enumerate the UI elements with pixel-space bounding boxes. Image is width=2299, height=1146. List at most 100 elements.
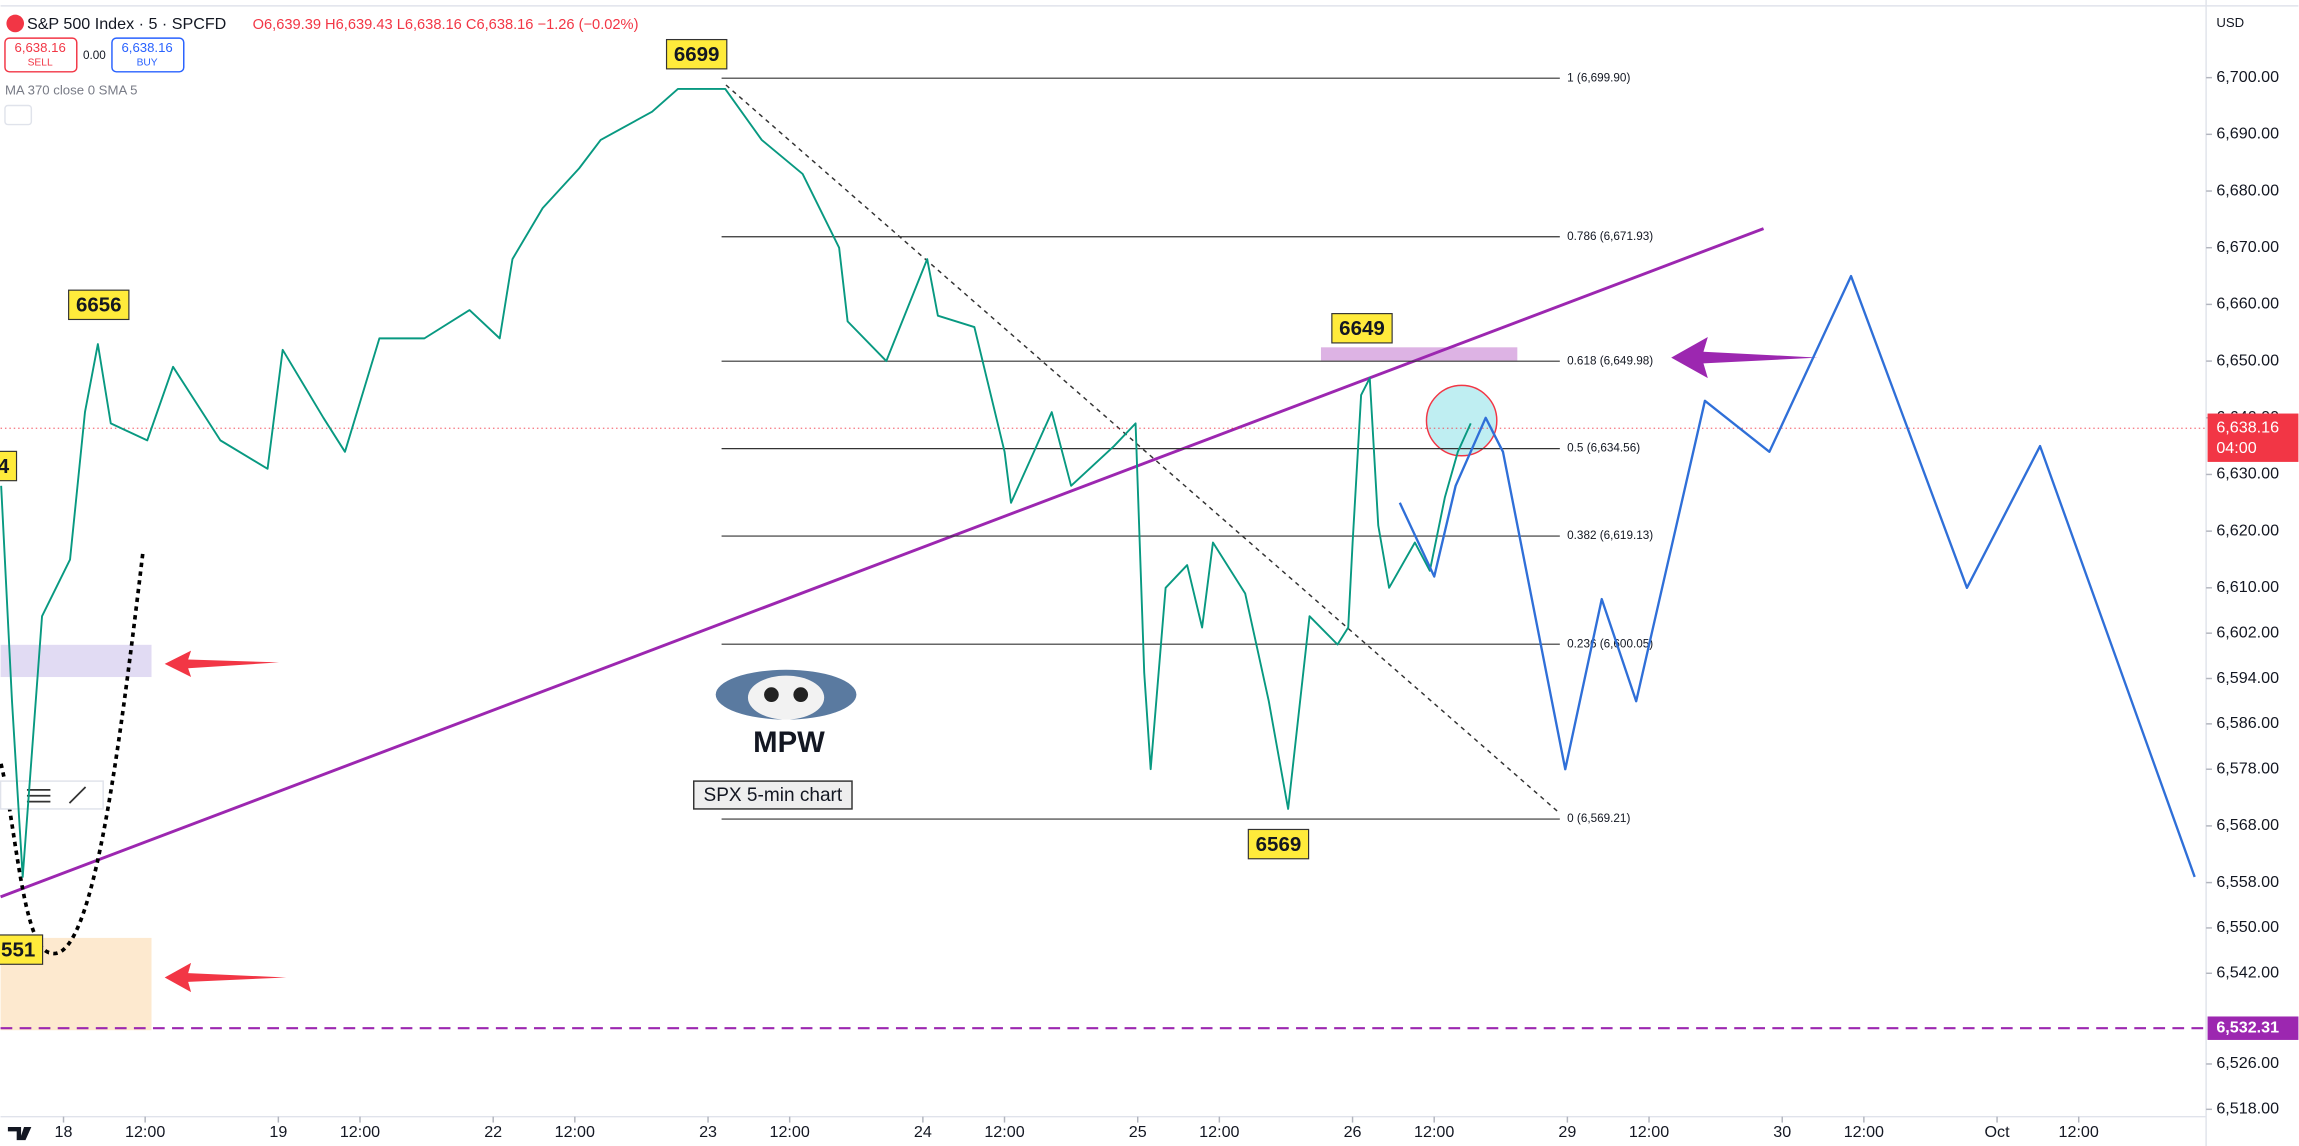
symbol-icon — [6, 14, 25, 33]
y-tick-label: 6,578.00 — [2216, 759, 2279, 777]
last-price-text: 6,638.16 — [2216, 418, 2279, 436]
price-label — [0, 450, 18, 482]
y-tick-label: 6,602.00 — [2216, 623, 2279, 641]
zone-box — [1320, 347, 1518, 361]
sell-label: SELL — [28, 58, 53, 69]
collapse-button[interactable] — [4, 104, 33, 126]
projection-line — [1398, 274, 2196, 878]
price-label-box — [0, 934, 44, 965]
price-label-text: 4 — [0, 455, 10, 478]
highlight-circle — [1425, 384, 1498, 457]
note-text: SPX 5-min chart — [704, 785, 843, 806]
logo-image — [747, 675, 825, 720]
mini-toolbar[interactable] — [0, 780, 104, 810]
arrow — [1671, 337, 1818, 379]
fib-label: 0.382 (6,619.13) — [1567, 529, 1653, 542]
price-label-text: 6656 — [76, 294, 122, 317]
symbol-title: S&P 500 Index · 5 · SPCFD — [27, 15, 226, 33]
price-line — [0, 88, 1472, 878]
x-tick-label: 12:00 — [2059, 1123, 2099, 1141]
price-label-box — [665, 38, 728, 70]
price-label-text: 6569 — [1256, 833, 1302, 856]
price-label — [665, 38, 728, 70]
y-tick-label: 6,660.00 — [2216, 295, 2279, 313]
fib-label: 0 (6,569.21) — [1567, 812, 1630, 825]
x-tick-label: 12:00 — [555, 1123, 595, 1141]
y-tick-label: 6,680.00 — [2216, 181, 2279, 199]
x-tick-label: 29 — [1558, 1123, 1576, 1141]
x-tick-label: 19 — [269, 1123, 287, 1141]
sell-button[interactable] — [4, 37, 78, 73]
y-tick-label: 6,526.00 — [2216, 1054, 2279, 1072]
price-label-text: 6699 — [674, 43, 720, 66]
y-tick-label: 6,550.00 — [2216, 918, 2279, 936]
drawings: MPW SPX 5-min chart — [0, 5, 2299, 1141]
y-tick-label: 6,690.00 — [2216, 125, 2279, 143]
x-tick-label: 22 — [484, 1123, 502, 1141]
buy-price: 6,638.16 — [121, 40, 172, 55]
y-tick-label: 6,620.00 — [2216, 521, 2279, 539]
price-label-text: 551 — [1, 939, 35, 962]
y-tick-label: 6,518.00 — [2216, 1100, 2279, 1118]
curve-drawing — [0, 553, 145, 956]
buy-button[interactable] — [111, 37, 185, 73]
toolbar-icons — [26, 786, 87, 804]
x-tick-label: 12:00 — [340, 1123, 380, 1141]
price-label — [1247, 828, 1310, 860]
x-tick-label: 12:00 — [1414, 1123, 1454, 1141]
x-tick-label: 30 — [1773, 1123, 1791, 1141]
x-tick-label: 18 — [55, 1123, 73, 1141]
countdown-text: 04:00 — [2216, 439, 2256, 457]
spread: 0.00 — [83, 49, 106, 62]
level-tag — [2207, 1016, 2299, 1040]
price-label-box — [0, 450, 18, 482]
x-tick-label: 12:00 — [1844, 1123, 1884, 1141]
price-label — [0, 934, 44, 965]
indicator-label: MA 370 close 0 SMA 5 — [5, 82, 138, 97]
zone-box — [0, 644, 152, 678]
fib-label: 0.786 (6,671.93) — [1567, 230, 1653, 243]
x-tick-label: Oct — [1985, 1123, 2011, 1141]
fib-label: 0.5 (6,634.56) — [1567, 442, 1640, 455]
logo-image — [793, 687, 809, 702]
y-tick-label: 6,610.00 — [2216, 578, 2279, 596]
arrow — [164, 650, 280, 678]
x-tick-label: 23 — [699, 1123, 717, 1141]
logo-text: MPW — [753, 726, 825, 759]
trend-line — [0, 227, 1765, 899]
y-tick-label: 6,650.00 — [2216, 351, 2279, 369]
price-label — [1331, 313, 1393, 344]
x-tick-label: 12:00 — [770, 1123, 810, 1141]
y-tick-label: 6,630.00 — [2216, 465, 2279, 483]
x-tick-label: 24 — [914, 1123, 932, 1141]
x-tick-label: 26 — [1344, 1123, 1362, 1141]
x-tick-label: 12:00 — [1629, 1123, 1669, 1141]
y-tick-label: 6,700.00 — [2216, 68, 2279, 86]
y-tick-label: 6,542.00 — [2216, 964, 2279, 982]
level-tag-text: 6,532.31 — [2216, 1018, 2279, 1036]
tv-logo — [7, 1126, 32, 1141]
y-tick-label: 6,586.00 — [2216, 714, 2279, 732]
y-tick-label: 6,594.00 — [2216, 669, 2279, 687]
y-tick-label: 6,670.00 — [2216, 238, 2279, 256]
logo-image — [764, 687, 779, 702]
y-tick-label: 6,558.00 — [2216, 873, 2279, 891]
price-label-box — [1247, 828, 1310, 860]
price-label-box — [68, 289, 130, 321]
x-tick-label: 25 — [1129, 1123, 1147, 1141]
arrow — [164, 962, 287, 993]
y-tick-label: 6,568.00 — [2216, 816, 2279, 834]
price-label-text: 6649 — [1339, 317, 1385, 340]
fib-label: 1 (6,699.90) — [1567, 71, 1630, 84]
last-price-tag — [2207, 413, 2299, 462]
ohlc: O6,639.39 H6,639.43 L6,638.16 C6,638.16 … — [253, 17, 639, 33]
currency: USD — [2216, 15, 2244, 30]
buy-label: BUY — [137, 58, 158, 69]
fib-label: 0.618 (6,649.98) — [1567, 354, 1653, 367]
sell-price: 6,638.16 — [14, 40, 65, 55]
x-tick-label: 12:00 — [984, 1123, 1024, 1141]
price-label — [68, 289, 130, 321]
note-box — [693, 780, 853, 810]
